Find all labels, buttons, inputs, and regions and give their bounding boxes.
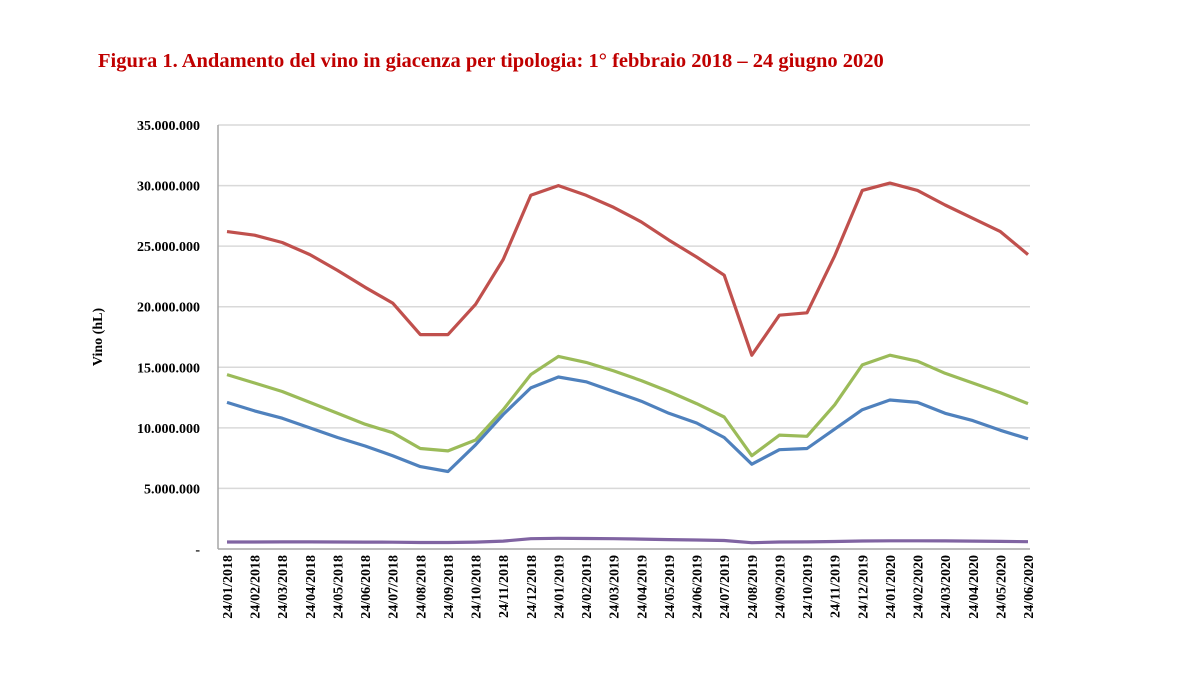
x-tick-label: 24/11/2018	[497, 555, 512, 618]
x-tick-label: 24/06/2019	[691, 555, 706, 619]
x-tick-label: 24/04/2019	[635, 555, 650, 619]
x-tick-label: 24/02/2019	[580, 555, 595, 619]
series-line-2	[226, 353, 1029, 458]
x-tick-label: 24/01/2018	[221, 555, 236, 619]
series-line-3	[226, 375, 1029, 474]
series-line-1	[226, 181, 1030, 357]
x-tick-label: 24/09/2018	[442, 555, 457, 619]
y-tick-label: 10.000.000	[137, 422, 200, 437]
x-tick-label: 24/03/2019	[608, 555, 623, 619]
x-tick-label: 24/06/2018	[359, 555, 374, 619]
x-tick-label: 24/05/2019	[663, 555, 678, 619]
x-tick-label: 24/10/2019	[801, 555, 816, 619]
x-tick-label: 24/12/2019	[856, 555, 871, 619]
x-tick-label: 24/01/2020	[884, 555, 899, 619]
x-tick-label: 24/06/2020	[1022, 555, 1037, 619]
x-tick-label: 24/03/2020	[939, 555, 954, 619]
x-tick-label: 24/07/2019	[718, 555, 733, 619]
x-tick-label: 24/03/2018	[276, 555, 291, 619]
x-tick-label: 24/01/2019	[552, 555, 567, 619]
y-tick-label: 15.000.000	[137, 361, 200, 376]
x-tick-label: 24/11/2019	[829, 555, 844, 618]
y-axis-label: Vino (hL)	[91, 308, 106, 367]
x-tick-label: 24/02/2018	[249, 555, 264, 619]
series-line-4	[227, 536, 1029, 545]
x-tick-label: 24/10/2018	[470, 555, 485, 619]
y-tick-label: 35.000.000	[137, 119, 200, 134]
y-tick-label: 30.000.000	[137, 180, 200, 195]
x-tick-label: 24/08/2018	[414, 555, 429, 619]
x-tick-label: 24/08/2019	[746, 555, 761, 619]
y-tick-label: 5.000.000	[144, 482, 200, 497]
y-tick-label: 25.000.000	[137, 240, 200, 255]
x-tick-label: 24/09/2019	[773, 555, 788, 619]
x-tick-label: 24/04/2018	[304, 555, 319, 619]
x-tick-label: 24/04/2020	[967, 555, 982, 619]
x-tick-label: 24/02/2020	[912, 555, 927, 619]
x-tick-label: 24/05/2018	[331, 555, 346, 619]
x-tick-label: 24/12/2018	[525, 555, 540, 619]
x-tick-label: 24/05/2020	[994, 555, 1009, 619]
chart-title: Figura 1. Andamento del vino in giacenza…	[98, 50, 884, 72]
x-tick-label: 24/07/2018	[387, 555, 402, 619]
y-tick-label: 20.000.000	[137, 301, 200, 316]
y-tick-label: -	[195, 543, 200, 558]
